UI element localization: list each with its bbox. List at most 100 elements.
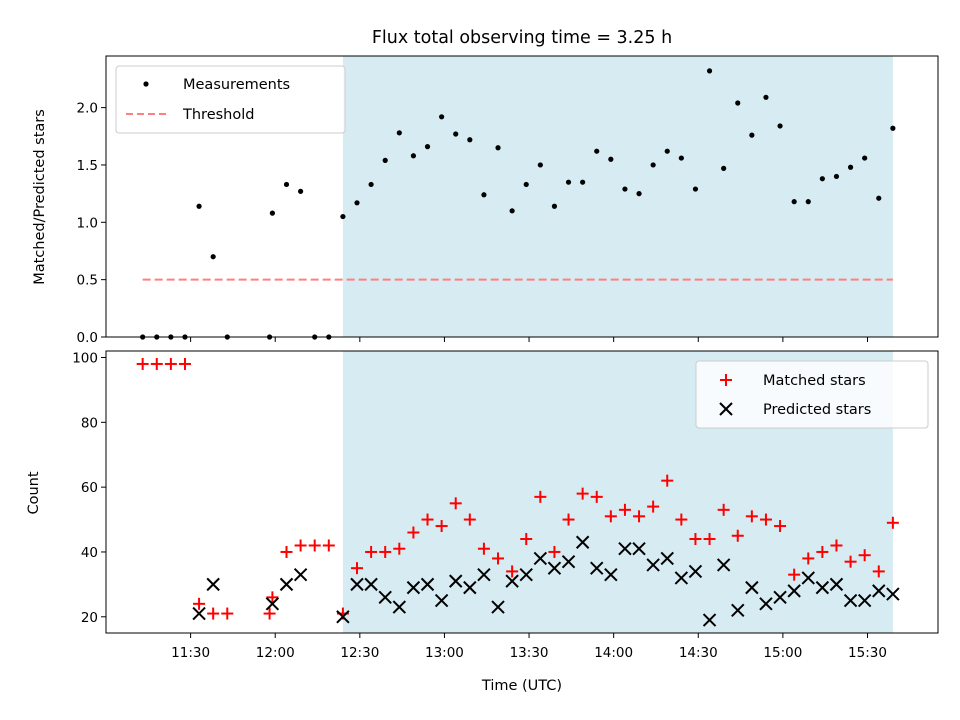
matched-point <box>745 510 758 523</box>
matched-point <box>150 357 163 370</box>
predicted-point <box>674 571 689 585</box>
y-tick-label: 40 <box>81 545 98 561</box>
matched-point <box>520 533 533 545</box>
count-panel-x-ticks: 11:30 12:00 12:30 13:00 13:30 14:00 14:30 15:00… <box>171 633 887 661</box>
matched-legend-label: Matched stars <box>763 373 866 389</box>
matched-point <box>393 542 406 555</box>
matched-point <box>816 545 829 558</box>
measurement-point <box>805 199 811 205</box>
predicted-point <box>192 606 206 621</box>
measurement-point <box>608 156 614 162</box>
predicted-point <box>406 580 421 595</box>
matched-point <box>463 513 476 526</box>
measurement-point <box>721 165 727 171</box>
matched-point <box>590 490 603 503</box>
measurement-point <box>692 186 699 192</box>
predicted-point <box>547 561 562 575</box>
ratio-panel-frame <box>105 55 939 338</box>
count-panel-frame <box>105 350 939 634</box>
x-tick-label: 11:30 <box>171 645 210 661</box>
predicted-point <box>787 584 801 598</box>
matched-point <box>492 552 505 565</box>
measurement-point <box>210 254 216 260</box>
predicted-point <box>660 551 674 566</box>
matched-point <box>178 357 191 370</box>
measurement-point <box>368 181 374 188</box>
y-tick-label: 20 <box>81 610 98 626</box>
x-tick-label: 15:30 <box>848 645 887 661</box>
predicted-point <box>533 551 548 566</box>
measurement-point <box>523 181 529 188</box>
matched-point <box>164 357 177 370</box>
matched-point <box>534 490 547 503</box>
predicted-point <box>688 564 703 579</box>
ratio-panel-marks <box>140 68 896 340</box>
y-tick-label: 100 <box>72 350 98 366</box>
measurement-point <box>580 179 586 185</box>
matched-point <box>872 565 885 578</box>
measurement-point <box>664 148 670 154</box>
matched-point <box>506 565 519 578</box>
measurement-point <box>890 125 896 131</box>
predicted-point <box>350 577 364 592</box>
x-axis-label: Time (UTC) <box>481 678 562 694</box>
measurement-point <box>382 157 388 163</box>
predicted-point <box>477 567 491 582</box>
measurement-point <box>410 153 417 159</box>
x-tick-label: 12:30 <box>340 645 379 661</box>
matched-point <box>379 545 392 558</box>
matched-legend-marker <box>720 374 732 386</box>
measurement-point <box>509 208 515 214</box>
measurement-point <box>340 213 346 220</box>
measurement-point <box>650 162 656 168</box>
matched-point <box>322 539 335 552</box>
predicted-point <box>604 567 618 582</box>
x-tick-label: 13:00 <box>425 645 464 661</box>
x-tick-label: 12:00 <box>256 645 295 661</box>
observing-window-top <box>342 56 893 337</box>
predicted-point <box>716 558 731 572</box>
predicted-point <box>463 580 477 595</box>
matched-point <box>351 562 364 575</box>
matched-point <box>548 545 561 558</box>
matched-point <box>435 520 448 533</box>
predicted-point <box>206 577 220 592</box>
matched-point <box>788 568 801 581</box>
predicted-point <box>801 571 815 585</box>
predicted-point <box>364 577 378 592</box>
measurement-point <box>791 199 797 205</box>
matched-point <box>308 539 321 552</box>
matched-point <box>759 513 772 526</box>
y-tick-label: 0.0 <box>77 330 98 346</box>
predicted-point <box>646 558 660 572</box>
matched-point <box>661 474 674 487</box>
predicted-point <box>886 587 900 601</box>
matched-point <box>193 597 206 610</box>
matched-point <box>207 607 220 620</box>
y-tick-label: 1.0 <box>77 215 98 231</box>
predicted-point <box>843 593 858 608</box>
measurement-point <box>749 132 755 138</box>
measurement-point <box>298 188 304 194</box>
measurement-point <box>196 203 202 209</box>
measurements-legend-marker <box>143 81 149 87</box>
measurement-point <box>283 181 290 188</box>
matched-point <box>633 510 646 523</box>
count-panel: 20 40 60 80 100 11:30 12:00 12:30 13:00 13:30 14:… <box>26 350 939 694</box>
measurement-point <box>862 155 868 161</box>
matched-point <box>280 545 293 558</box>
predicted-point <box>491 600 505 614</box>
matched-point <box>647 500 660 513</box>
predicted-point <box>265 597 280 611</box>
measurement-point <box>354 200 360 206</box>
y-tick-label: 2.0 <box>77 101 98 117</box>
ratio-panel-y-ticks: 0.0 0.5 1.0 1.5 2.0 <box>77 101 106 346</box>
measurement-point <box>847 164 854 170</box>
count-legend-box <box>695 360 929 429</box>
matched-point <box>858 549 871 562</box>
count-panel-marks <box>136 357 900 627</box>
predicted-point <box>449 574 463 588</box>
predicted-point <box>575 535 590 549</box>
predicted-point <box>420 577 435 592</box>
matched-point <box>136 357 149 370</box>
